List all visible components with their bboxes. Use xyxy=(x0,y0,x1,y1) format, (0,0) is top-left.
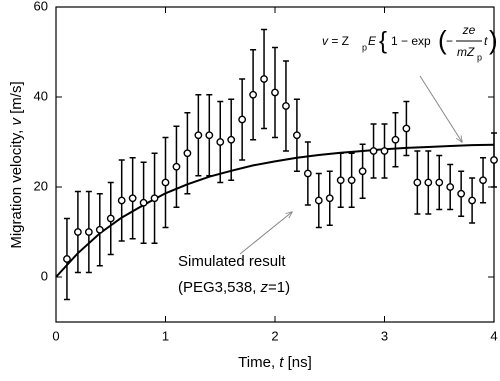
data-point xyxy=(325,194,334,203)
x-tick-label: 4 xyxy=(490,328,497,343)
eq-text: 1 − exp xyxy=(391,34,431,48)
data-point xyxy=(260,75,268,83)
data-point xyxy=(183,149,192,158)
data-point xyxy=(303,169,312,178)
data-point xyxy=(227,135,236,144)
data-point xyxy=(161,178,170,187)
data-point xyxy=(194,131,203,140)
data-point xyxy=(490,156,498,164)
brace: { xyxy=(379,27,387,54)
paren: ) xyxy=(489,25,498,55)
y-tick-label: 20 xyxy=(34,178,48,193)
x-tick-label: 1 xyxy=(162,328,169,343)
data-point xyxy=(117,196,126,205)
data-point xyxy=(336,176,345,185)
data-point xyxy=(106,214,115,223)
data-point xyxy=(271,88,279,97)
paren: ( xyxy=(438,25,447,55)
data-point xyxy=(128,194,137,203)
x-tick-label: 2 xyxy=(271,328,278,343)
data-point xyxy=(84,228,93,236)
data-point xyxy=(424,178,433,187)
data-point xyxy=(238,115,247,124)
data-point xyxy=(402,124,411,133)
eq-sub: p xyxy=(362,42,367,52)
data-point xyxy=(446,183,455,191)
eq-text: E xyxy=(368,34,377,48)
data-point xyxy=(249,90,258,99)
y-tick-label: 40 xyxy=(34,88,48,103)
arrow xyxy=(239,212,292,255)
data-point xyxy=(292,131,301,140)
eq-sub: p xyxy=(477,52,482,62)
data-point xyxy=(413,178,422,187)
data-point xyxy=(314,196,323,205)
data-point xyxy=(457,189,466,198)
annotation: Simulated result xyxy=(178,253,286,270)
y-axis-title: Migration velocity, v [m/s] xyxy=(8,81,25,248)
data-point xyxy=(358,167,367,176)
data-point xyxy=(63,255,71,263)
equation: v = Z p E { 1 − exp ( − ze mZ p t ) } xyxy=(322,23,498,62)
data-point xyxy=(172,162,181,171)
eq-text: v = Z xyxy=(322,34,349,48)
y-tick-label: 60 xyxy=(34,0,48,13)
data-point xyxy=(74,228,82,236)
data-point xyxy=(150,194,159,203)
y-tick-label: 0 xyxy=(41,268,48,283)
data-point xyxy=(479,176,487,185)
data-point xyxy=(216,138,225,146)
data-point xyxy=(347,176,356,185)
x-tick-label: 3 xyxy=(381,328,388,343)
eq-text: t xyxy=(484,34,488,48)
data-point xyxy=(391,135,400,144)
data-point xyxy=(139,198,148,207)
x-axis-title: Time, t [ns] xyxy=(238,354,312,371)
data-point xyxy=(468,196,476,205)
x-tick-label: 0 xyxy=(52,328,59,343)
data-point xyxy=(205,131,214,140)
arrow xyxy=(419,75,462,142)
eq-text: − xyxy=(446,34,453,48)
data-point xyxy=(95,225,104,234)
data-point xyxy=(282,102,290,110)
data-point xyxy=(369,147,378,155)
annotation: (PEG3,538, z=1) xyxy=(178,279,290,296)
data-point xyxy=(380,147,389,155)
eq-text: mZ xyxy=(457,45,475,59)
data-point xyxy=(435,178,444,187)
eq-text: ze xyxy=(462,23,476,37)
simulated-curve xyxy=(55,143,495,278)
